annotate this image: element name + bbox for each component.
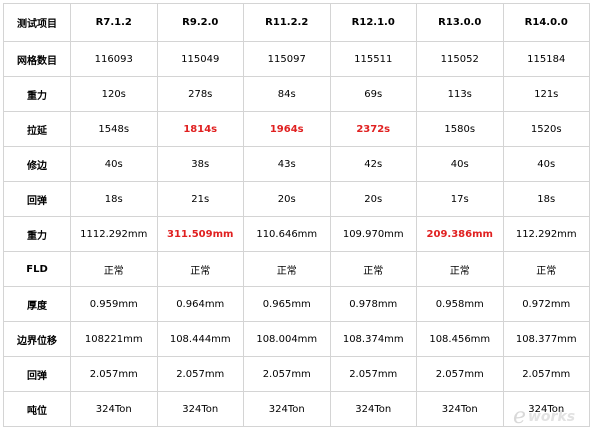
value-cell: 正常 bbox=[329, 251, 417, 287]
header-cell: R12.1.0 bbox=[329, 3, 417, 42]
row-label: 拉延 bbox=[3, 111, 71, 147]
row-label: 边界位移 bbox=[3, 321, 71, 357]
row-label: 吨位 bbox=[3, 391, 71, 427]
comparison-table-container: 测试项目 R7.1.2 R9.2.0 R11.2.2 R12.1.0 R13.0… bbox=[3, 3, 590, 430]
header-cell: R9.2.0 bbox=[156, 3, 244, 42]
value-cell: 0.958mm bbox=[416, 286, 504, 322]
value-cell: 115049 bbox=[156, 41, 244, 77]
value-cell: 17s bbox=[416, 181, 504, 217]
value-cell: 108.004mm bbox=[243, 321, 331, 357]
value-cell: 21s bbox=[156, 181, 244, 217]
value-cell: 110.646mm bbox=[243, 216, 331, 252]
header-cell: R7.1.2 bbox=[70, 3, 158, 42]
value-cell: 121s bbox=[502, 76, 590, 112]
header-cell: R11.2.2 bbox=[243, 3, 331, 42]
value-cell: 1112.292mm bbox=[70, 216, 158, 252]
value-cell: 108221mm bbox=[70, 321, 158, 357]
value-cell: 43s bbox=[243, 146, 331, 182]
header-cell: R14.0.0 bbox=[502, 3, 590, 42]
value-cell: 115052 bbox=[416, 41, 504, 77]
value-cell: 278s bbox=[156, 76, 244, 112]
value-cell: 84s bbox=[243, 76, 331, 112]
value-cell: 正常 bbox=[502, 251, 590, 287]
table-row: 重力 120s 278s 84s 69s 113s 121s bbox=[3, 76, 590, 112]
value-cell: 112.292mm bbox=[502, 216, 590, 252]
value-cell: 正常 bbox=[243, 251, 331, 287]
value-cell: 324Ton bbox=[156, 391, 244, 427]
table-row: 拉延 1548s 1814s 1964s 2372s 1580s 1520s bbox=[3, 111, 590, 147]
row-label: FLD bbox=[3, 251, 71, 287]
highlighted-value-cell: 1964s bbox=[243, 111, 331, 147]
value-cell: 正常 bbox=[156, 251, 244, 287]
value-cell: 40s bbox=[70, 146, 158, 182]
value-cell: 2.057mm bbox=[416, 356, 504, 392]
header-cell: 测试项目 bbox=[3, 3, 71, 42]
value-cell: 324Ton bbox=[70, 391, 158, 427]
row-label: 回弹 bbox=[3, 181, 71, 217]
table-row: 重力 1112.292mm 311.509mm 110.646mm 109.970mm 2… bbox=[3, 216, 590, 252]
value-cell: 1520s bbox=[502, 111, 590, 147]
value-cell: 0.978mm bbox=[329, 286, 417, 322]
value-cell: 108.456mm bbox=[416, 321, 504, 357]
table-row: 边界位移 108221mm 108.444mm 108.004mm 108.374mm 1… bbox=[3, 321, 590, 357]
value-cell: 108.374mm bbox=[329, 321, 417, 357]
value-cell: 0.964mm bbox=[156, 286, 244, 322]
header-cell: R13.0.0 bbox=[416, 3, 504, 42]
table-row: 厚度 0.959mm 0.964mm 0.965mm 0.978mm 0.958mm 0.9… bbox=[3, 286, 590, 322]
highlighted-value-cell: 209.386mm bbox=[416, 216, 504, 252]
value-cell: 2.057mm bbox=[156, 356, 244, 392]
value-cell: 20s bbox=[243, 181, 331, 217]
value-cell: 109.970mm bbox=[329, 216, 417, 252]
value-cell: 2.057mm bbox=[502, 356, 590, 392]
value-cell: 0.965mm bbox=[243, 286, 331, 322]
header-row: 测试项目 R7.1.2 R9.2.0 R11.2.2 R12.1.0 R13.0… bbox=[3, 3, 590, 42]
value-cell: 1580s bbox=[416, 111, 504, 147]
value-cell: 2.057mm bbox=[70, 356, 158, 392]
value-cell: 115184 bbox=[502, 41, 590, 77]
value-cell: 1548s bbox=[70, 111, 158, 147]
value-cell: 2.057mm bbox=[243, 356, 331, 392]
value-cell: 108.377mm bbox=[502, 321, 590, 357]
highlighted-value-cell: 311.509mm bbox=[156, 216, 244, 252]
highlighted-value-cell: 1814s bbox=[156, 111, 244, 147]
value-cell: 69s bbox=[329, 76, 417, 112]
table-row: 修边 40s 38s 43s 42s 40s 40s bbox=[3, 146, 590, 182]
highlighted-value-cell: 2372s bbox=[329, 111, 417, 147]
table-body: 网格数目 116093 115049 115097 115511 115052 115184… bbox=[3, 41, 590, 427]
value-cell: 正常 bbox=[70, 251, 158, 287]
table-row: 回弹 18s 21s 20s 20s 17s 18s bbox=[3, 181, 590, 217]
row-label: 重力 bbox=[3, 216, 71, 252]
row-label: 修边 bbox=[3, 146, 71, 182]
value-cell: 20s bbox=[329, 181, 417, 217]
value-cell: 40s bbox=[416, 146, 504, 182]
table-row: 吨位 324Ton 324Ton 324Ton 324Ton 324Ton 324Ton bbox=[3, 391, 590, 427]
value-cell: 324Ton bbox=[416, 391, 504, 427]
value-cell: 108.444mm bbox=[156, 321, 244, 357]
row-label: 回弹 bbox=[3, 356, 71, 392]
value-cell: 120s bbox=[70, 76, 158, 112]
row-label: 网格数目 bbox=[3, 41, 71, 77]
value-cell: 115511 bbox=[329, 41, 417, 77]
value-cell: 115097 bbox=[243, 41, 331, 77]
value-cell: 18s bbox=[502, 181, 590, 217]
table-row: FLD 正常 正常 正常 正常 正常 正常 bbox=[3, 251, 590, 287]
value-cell: 116093 bbox=[70, 41, 158, 77]
value-cell: 42s bbox=[329, 146, 417, 182]
value-cell: 113s bbox=[416, 76, 504, 112]
comparison-table: 测试项目 R7.1.2 R9.2.0 R11.2.2 R12.1.0 R13.0… bbox=[3, 3, 590, 427]
table-row: 网格数目 116093 115049 115097 115511 115052 115184 bbox=[3, 41, 590, 77]
value-cell: 0.959mm bbox=[70, 286, 158, 322]
table-row: 回弹 2.057mm 2.057mm 2.057mm 2.057mm 2.057mm 2.0… bbox=[3, 356, 590, 392]
value-cell: 324Ton bbox=[329, 391, 417, 427]
value-cell: 正常 bbox=[416, 251, 504, 287]
value-cell: 324Ton bbox=[502, 391, 590, 427]
row-label: 厚度 bbox=[3, 286, 71, 322]
value-cell: 38s bbox=[156, 146, 244, 182]
value-cell: 18s bbox=[70, 181, 158, 217]
value-cell: 0.972mm bbox=[502, 286, 590, 322]
value-cell: 324Ton bbox=[243, 391, 331, 427]
row-label: 重力 bbox=[3, 76, 71, 112]
value-cell: 40s bbox=[502, 146, 590, 182]
value-cell: 2.057mm bbox=[329, 356, 417, 392]
